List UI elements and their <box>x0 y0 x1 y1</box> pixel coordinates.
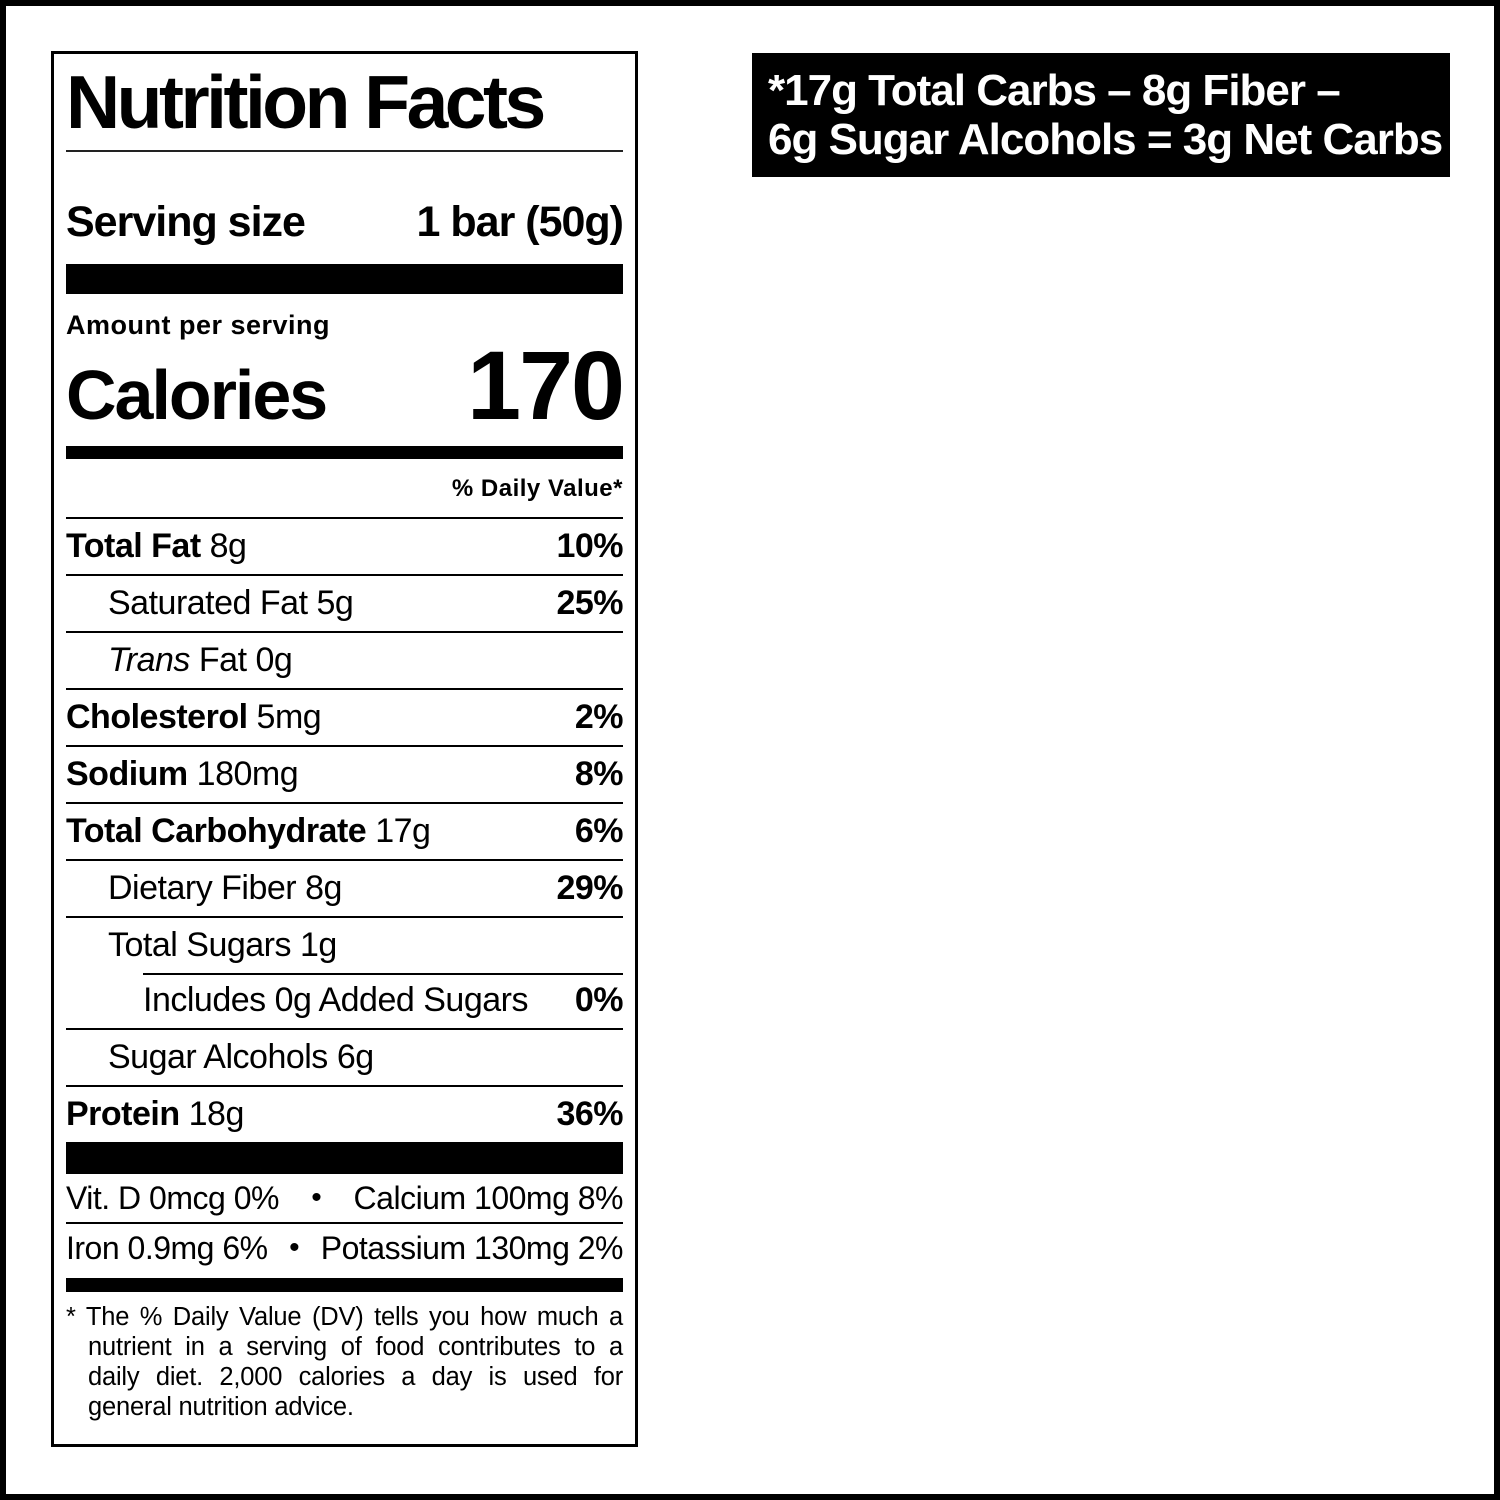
micronutrient-row-2: Iron 0.9mg 6% • Potassium 130mg 2% <box>66 1224 624 1272</box>
nutrient-amount: 180mg <box>196 755 299 793</box>
micronutrient-row-1: Vit. D 0mcg 0% • Calcium 100mg 8% <box>66 1174 624 1222</box>
nutrient-row-sodium: Sodium 180mg 8% <box>66 745 624 802</box>
nutrient-amount: 5g <box>316 584 354 622</box>
thick-divider-bar <box>66 1142 623 1174</box>
nutrient-name-amount: Trans Fat 0g <box>66 641 293 680</box>
net-carbs-line-1: *17g Total Carbs – 8g Fiber – <box>768 66 1341 115</box>
daily-value-header: % Daily Value* <box>451 475 623 502</box>
nutrient-name-italic: Trans <box>108 641 190 679</box>
nutrient-name-amount: Cholesterol 5mg <box>66 698 322 737</box>
nutrient-name: Total Carbohydrate <box>66 812 367 850</box>
nutrient-name-amount: Sodium 180mg <box>66 755 299 794</box>
nutrient-amount: 17g <box>375 812 431 850</box>
nutrient-amount: 8g <box>209 527 247 565</box>
nutrient-amount: 5mg <box>256 698 322 736</box>
net-carbs-line-2: 6g Sugar Alcohols = 3g Net Carbs <box>768 115 1443 164</box>
nutrient-name-amount: Total Sugars 1g <box>66 926 337 965</box>
nutrient-name-amount: Dietary Fiber 8g <box>66 869 342 908</box>
nutrient-name-amount: Protein 18g <box>66 1095 244 1134</box>
net-carbs-banner: *17g Total Carbs – 8g Fiber – 6g Sugar A… <box>752 53 1450 177</box>
nutrient-name-amount: Sugar Alcohols 6g <box>66 1038 374 1077</box>
nutrient-amount: 8g <box>305 869 342 907</box>
micronutrient-right: Potassium 130mg 2% <box>320 1229 624 1266</box>
nutrient-row-trans-fat: Trans Fat 0g <box>66 631 623 688</box>
nutrient-name: Cholesterol <box>66 698 248 736</box>
nutrient-dv: 25% <box>556 584 623 622</box>
nutrient-dv: 29% <box>556 869 623 907</box>
nutrient-name-amount: Includes 0g Added Sugars <box>66 981 528 1020</box>
nutrient-name: Total Fat <box>66 527 201 565</box>
nutrient-dv: 6% <box>574 812 624 850</box>
serving-size-label: Serving size <box>66 198 306 246</box>
nutrient-name: Saturated Fat <box>108 584 308 622</box>
label-title: Nutrition Facts <box>66 60 546 144</box>
nutrient-row-cholesterol: Cholesterol 5mg 2% <box>66 688 624 745</box>
thick-divider-bar <box>66 1278 623 1292</box>
serving-size-value: 1 bar (50g) <box>416 198 624 246</box>
nutrient-name: Protein <box>66 1095 180 1133</box>
nutrient-row-total-carbohydrate: Total Carbohydrate 17g 6% <box>66 802 624 859</box>
nutrient-name: Total Sugars <box>108 926 292 964</box>
nutrient-name: Fat <box>198 641 247 679</box>
nutrient-rows: Total Fat 8g 10% Saturated Fat 5g 25% Tran… <box>66 517 624 1142</box>
nutrient-name-amount: Saturated Fat 5g <box>66 584 354 623</box>
nutrient-dv: 10% <box>556 527 623 565</box>
nutrient-name: Sodium <box>66 755 188 793</box>
nutrient-row-total-fat: Total Fat 8g 10% <box>66 517 623 574</box>
nutrient-row-added-sugars: Includes 0g Added Sugars 0% <box>66 973 624 1028</box>
nutrient-row-saturated-fat: Saturated Fat 5g 25% <box>66 574 623 631</box>
nutrient-dv: 36% <box>556 1095 623 1133</box>
title-divider <box>66 150 623 152</box>
calories-label: Calories <box>66 356 328 434</box>
amount-per-serving-label: Amount per serving <box>66 310 331 340</box>
nutrient-name: Includes 0g Added Sugars <box>143 981 528 1019</box>
nutrient-dv: 0% <box>574 981 624 1019</box>
nutrient-row-total-sugars: Total Sugars 1g <box>66 916 623 973</box>
serving-size-row: Serving size 1 bar (50g) <box>66 198 624 246</box>
nutrient-name-amount: Total Fat 8g <box>66 527 247 566</box>
nutrient-name: Dietary Fiber <box>108 869 297 907</box>
thick-divider-bar <box>66 264 623 294</box>
nutrient-name: Sugar Alcohols <box>108 1038 328 1076</box>
nutrient-name-amount: Total Carbohydrate 17g <box>66 812 431 851</box>
calories-row: Calories 170 <box>66 331 625 440</box>
nutrient-row-sugar-alcohols: Sugar Alcohols 6g <box>66 1028 623 1085</box>
calories-value: 170 <box>467 331 625 440</box>
nutrient-amount: 1g <box>300 926 337 964</box>
bullet-separator: • <box>289 1231 300 1264</box>
nutrient-dv: 2% <box>574 698 624 736</box>
hairline-divider <box>66 1222 623 1224</box>
micronutrient-left: Iron 0.9mg 6% <box>66 1229 268 1266</box>
nutrient-amount: 0g <box>255 641 293 679</box>
nutrient-row-protein: Protein 18g 36% <box>66 1085 623 1142</box>
micronutrient-right: Calcium 100mg 8% <box>353 1179 624 1216</box>
nutrient-dv: 8% <box>574 755 624 793</box>
nutrient-row-dietary-fiber: Dietary Fiber 8g 29% <box>66 859 623 916</box>
nutrient-amount: 6g <box>336 1038 374 1076</box>
daily-value-footnote: * The % Daily Value (DV) tells you how m… <box>66 1303 623 1421</box>
thick-divider-bar <box>66 446 623 459</box>
nutrition-facts-label: Nutrition Facts Serving size 1 bar (50g)… <box>51 51 638 1447</box>
nutrient-amount: 18g <box>188 1095 245 1133</box>
bullet-separator: • <box>311 1181 322 1214</box>
micronutrient-left: Vit. D 0mcg 0% <box>66 1179 279 1216</box>
